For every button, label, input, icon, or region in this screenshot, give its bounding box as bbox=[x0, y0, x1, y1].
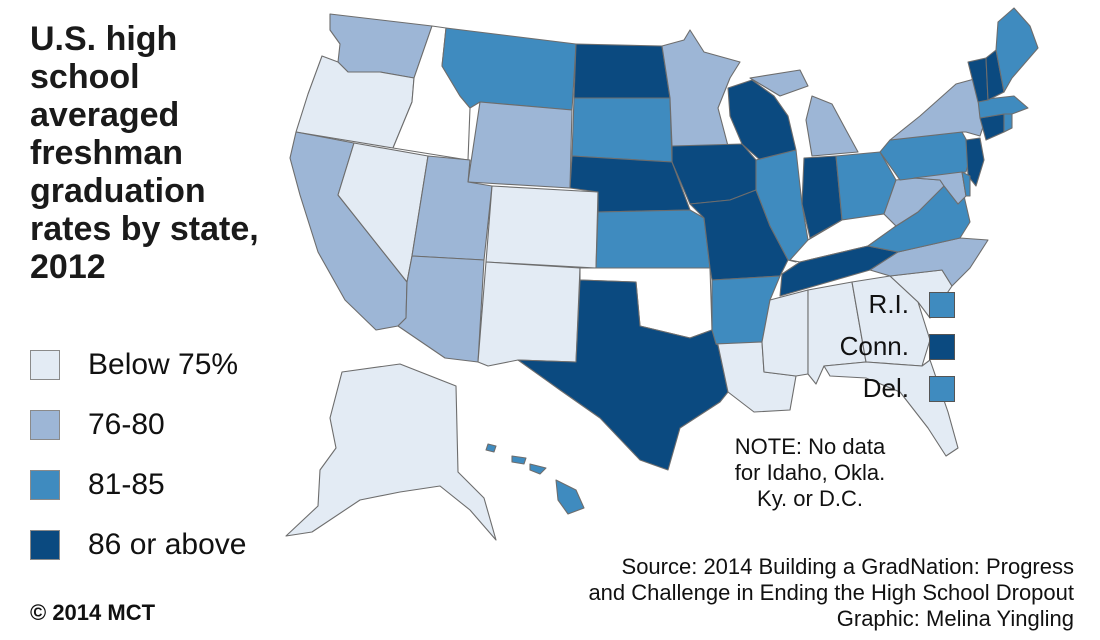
small-state-label: Conn. bbox=[839, 331, 909, 361]
title-line: school bbox=[30, 58, 140, 96]
no-data-note: NOTE: No data for Idaho, Okla. Ky. or D.… bbox=[700, 434, 920, 512]
state-ak bbox=[285, 363, 497, 541]
state-tx bbox=[517, 279, 729, 471]
state-nj bbox=[965, 137, 985, 187]
title-line: freshman bbox=[30, 134, 184, 172]
legend-swatch bbox=[30, 470, 60, 500]
copyright: © 2014 MCT bbox=[30, 600, 156, 625]
legend-item-86-or-above: 86 or above bbox=[30, 528, 290, 564]
small-state-swatch bbox=[929, 292, 955, 318]
source-line: and Challenge in Ending the High School … bbox=[588, 580, 1074, 605]
state-de bbox=[961, 171, 971, 197]
legend-item-81-85: 81-85 bbox=[30, 468, 290, 504]
state-sd bbox=[571, 97, 673, 163]
state-ms bbox=[761, 289, 809, 377]
state-ri bbox=[1003, 113, 1013, 133]
map-title: U.S. high school averaged freshman gradu… bbox=[30, 20, 290, 286]
state-nd bbox=[573, 43, 671, 99]
source-line: Source: 2014 Building a GradNation: Prog… bbox=[621, 554, 1074, 579]
title-line: 2012 bbox=[30, 248, 106, 286]
state-nm bbox=[477, 261, 581, 367]
state-ma bbox=[977, 95, 1029, 119]
state-fl bbox=[823, 359, 959, 457]
legend-item-76-80: 76-80 bbox=[30, 408, 290, 444]
title-line: U.S. high bbox=[30, 20, 178, 58]
state-mn bbox=[661, 29, 741, 147]
legend-item-below-75: Below 75% bbox=[30, 348, 290, 384]
legend-swatch bbox=[30, 530, 60, 560]
state-ny bbox=[889, 77, 987, 141]
legend-label: 86 or above bbox=[88, 528, 247, 561]
state-me bbox=[995, 7, 1039, 93]
state-mt bbox=[441, 27, 577, 111]
small-state-label: R.I. bbox=[868, 289, 909, 319]
state-wa bbox=[329, 13, 433, 79]
legend-swatch bbox=[30, 410, 60, 440]
state-mo bbox=[689, 189, 789, 281]
note-line: Ky. or D.C. bbox=[757, 486, 863, 511]
note-line: NOTE: No data bbox=[734, 434, 886, 459]
state-il bbox=[755, 149, 809, 263]
source-line: Graphic: Melina Yingling bbox=[836, 606, 1074, 631]
title-line: rates by state, bbox=[30, 210, 259, 248]
legend-label: Below 75% bbox=[88, 348, 239, 381]
title-line: graduation bbox=[30, 172, 206, 210]
note-line: for Idaho, Okla. bbox=[734, 460, 886, 485]
source-credit: Source: 2014 Building a GradNation: Prog… bbox=[588, 554, 1074, 632]
legend-label: 81-85 bbox=[88, 468, 165, 501]
small-state-swatch bbox=[929, 334, 955, 360]
state-hi bbox=[485, 443, 585, 515]
title-line: averaged bbox=[30, 96, 180, 134]
state-ks bbox=[595, 209, 711, 269]
state-wy bbox=[467, 101, 573, 189]
small-state-swatch bbox=[929, 376, 955, 402]
legend-swatch bbox=[30, 350, 60, 380]
legend-label: 76-80 bbox=[88, 408, 165, 441]
small-state-label: Del. bbox=[862, 373, 909, 403]
state-mi bbox=[749, 69, 859, 157]
state-co bbox=[485, 185, 599, 269]
state-az bbox=[397, 255, 485, 363]
